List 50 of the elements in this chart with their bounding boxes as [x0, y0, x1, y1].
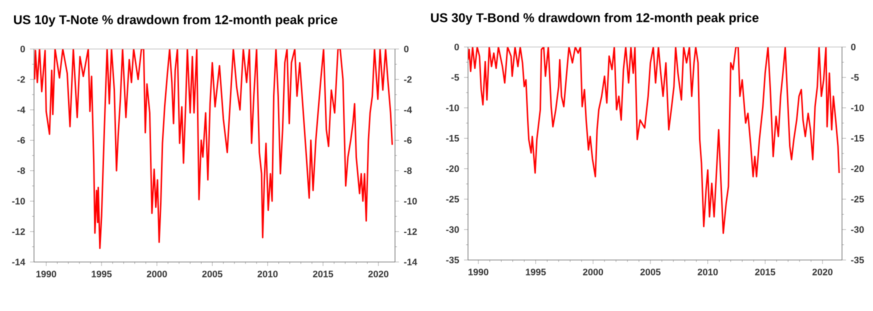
y-tick-label: -10	[404, 198, 417, 204]
y2-tick-label: -6	[17, 136, 25, 144]
y-tick-label: -5	[451, 74, 460, 81]
x-tick-label: 2015	[755, 268, 776, 276]
y-tick-label: -14	[404, 258, 418, 266]
x-tick-label: 2000	[582, 268, 604, 276]
x-tick-label: 2010	[698, 268, 718, 276]
y-tick-label: -4	[404, 106, 412, 114]
y2-tick-label: -8	[17, 167, 25, 174]
y2-tick-label: -4	[17, 106, 26, 114]
y2-tick-label: -2	[17, 76, 25, 83]
y2-tick-label: 0	[20, 46, 25, 52]
x-tick-label: 2020	[812, 268, 833, 276]
y-tick-label: -30	[446, 226, 459, 233]
x-tick-label: 2020	[368, 270, 388, 278]
y-tick-label: -6	[404, 136, 412, 144]
line-series	[34, 49, 393, 250]
x-tick-label: 2000	[146, 270, 167, 278]
y-tick-label: -35	[446, 256, 460, 264]
x-tick-label: 1990	[36, 270, 56, 278]
y-tick-label: -20	[446, 165, 459, 172]
y-tick-label: -25	[446, 196, 460, 202]
y2-tick-label: -5	[851, 74, 859, 81]
y2-tick-label: -12	[12, 228, 25, 235]
y2-tick-label: -25	[851, 196, 864, 202]
y-tick-label: -12	[404, 228, 417, 235]
y-tick-label: -15	[446, 135, 460, 142]
y2-tick-label: -20	[851, 165, 864, 172]
x-tick-label: 2015	[312, 270, 334, 278]
y-tick-label: -8	[404, 167, 412, 174]
y-tick-label: 0	[454, 44, 459, 50]
y2-tick-label: -10	[12, 198, 25, 204]
y-tick-label: -2	[404, 76, 412, 83]
chart-title: US 10y T-Note % drawdown from 12-month peak price	[14, 14, 338, 27]
x-tick-label: 1990	[468, 268, 488, 276]
x-tick-label: 2010	[258, 270, 278, 278]
x-tick-label: 1995	[526, 268, 546, 276]
y2-tick-label: -14	[12, 258, 26, 266]
chart-title: US 30y T-Bond % drawdown from 12-month peak price	[431, 12, 759, 25]
y2-tick-label: -30	[851, 226, 864, 233]
y2-tick-label: -15	[851, 135, 864, 142]
y2-tick-label: -35	[851, 256, 864, 264]
y2-tick-label: -10	[851, 104, 864, 112]
y-tick-label: -10	[446, 104, 459, 112]
x-tick-label: 1995	[92, 270, 112, 278]
line-series	[468, 47, 840, 234]
y2-tick-label: 0	[851, 44, 856, 50]
x-tick-label: 2005	[202, 270, 222, 278]
x-tick-label: 2005	[640, 268, 661, 276]
y-tick-label: 0	[404, 46, 409, 52]
